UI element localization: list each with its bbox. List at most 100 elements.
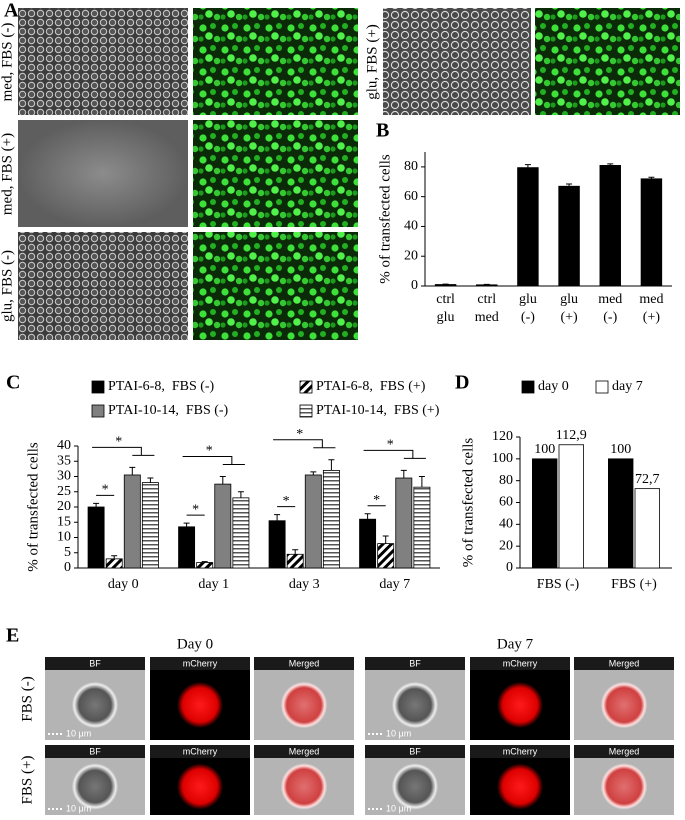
channel-header [254,657,354,670]
error-bar [201,561,208,563]
y-tick-label: 40 [404,219,418,234]
bar [558,444,585,569]
y-tick-label: 40 [499,517,513,532]
x-tick-label: glu [560,292,578,307]
error-bar [328,459,335,471]
y-tick-label: 120 [492,429,513,444]
error-bar [274,514,281,521]
micrograph [383,8,531,115]
scale-bar-label: 10 μm [386,803,411,813]
cell [72,763,118,810]
cell [497,682,543,728]
channel-label: mCherry [183,746,218,756]
panel-letter: A [4,0,19,22]
micrograph [535,8,680,115]
channel-label: BF [409,658,421,668]
panel-letter: E [6,625,19,647]
y-axis-label: % of transfected cells [377,154,393,284]
bar [214,483,232,569]
panel-a: med, FBS (-) med, FBS (+) glu, FBS (-) g… [0,8,680,340]
legend-label: PTAI-10-14, FBS (-) [108,403,229,418]
channel-header [45,745,145,758]
micrograph [18,232,188,340]
error-bar [183,522,190,527]
scale-bar-label: 10 μm [386,728,411,738]
panel-letter: D [455,372,469,394]
legend-swatch [595,380,609,394]
channel-label: Merged [289,746,320,756]
image-label: med, FBS (-) [0,23,15,102]
error-bar [607,163,614,166]
channel-header [45,657,145,670]
cell [177,763,223,810]
significance-mark: * [115,435,122,450]
row-label: FBS (+) [19,756,35,805]
channel-header [365,657,465,670]
scale-bar-label: 10 μm [66,803,91,813]
significance-bracket [273,439,336,449]
legend-swatch [91,404,105,418]
channel-label: mCherry [503,746,538,756]
cell [497,763,543,810]
legend-label: PTAI-6-8, FBS (+) [316,379,426,394]
bar [268,520,286,569]
x-tick-label: day 0 [108,577,139,592]
x-tick-label: day 7 [379,577,410,592]
x-tick-label: med [598,292,622,307]
error-bar [237,491,244,498]
bar [322,469,340,569]
value-label: 100 [534,442,555,457]
channel-label: Merged [609,658,640,668]
legend-label: day 7 [612,379,643,394]
bar [434,284,457,287]
y-tick-label: 80 [404,159,418,174]
cell [601,763,647,810]
x-tick-label: (-) [603,310,617,325]
error-bar [310,471,317,475]
x-tick-label: (+) [643,310,661,325]
image-label: med, FBS (+) [0,133,15,215]
bar [640,178,663,287]
legend-swatch [299,380,313,394]
value-label: 100 [610,442,631,457]
y-tick-label: 30 [57,469,71,484]
panel-e: Day 0 BF mCherry Merged 10 μm BF mCherry Merged… [19,636,674,815]
bar [532,458,558,569]
y-tick-label: 0 [506,560,513,575]
legend-swatch [91,380,105,394]
significance-mark: * [387,438,394,453]
y-tick-label: 0 [64,560,71,575]
channel-header [254,745,354,758]
cell [281,682,327,728]
error-bar [524,164,531,168]
x-tick-label: FBS (+) [611,577,657,592]
y-tick-label: 0 [411,278,418,293]
x-tick-label: med [639,292,663,307]
error-bar [566,183,573,187]
bar [395,477,413,569]
bar [599,164,621,287]
value-label: 72,7 [635,472,660,487]
bar [304,474,322,569]
row-label: FBS (-) [19,676,35,721]
x-tick-label: (-) [521,310,535,325]
y-tick-label: 20 [499,538,513,553]
channel-label: mCherry [183,658,218,668]
panel-letter: C [6,372,20,394]
x-tick-label: glu [437,310,455,325]
bar [178,526,196,569]
channel-header [365,745,465,758]
error-bar [292,549,299,555]
bar [196,562,214,569]
channel-label: Merged [289,658,320,668]
legend-label: PTAI-6-8, FBS (-) [108,379,215,394]
micrograph [193,232,358,340]
significance-mark: * [206,444,213,459]
channel-header [574,745,674,758]
channel-label: mCherry [503,658,538,668]
significance-mark: * [102,483,109,498]
y-tick-label: 100 [492,451,513,466]
bar [476,284,498,287]
y-tick-label: 25 [57,484,71,499]
